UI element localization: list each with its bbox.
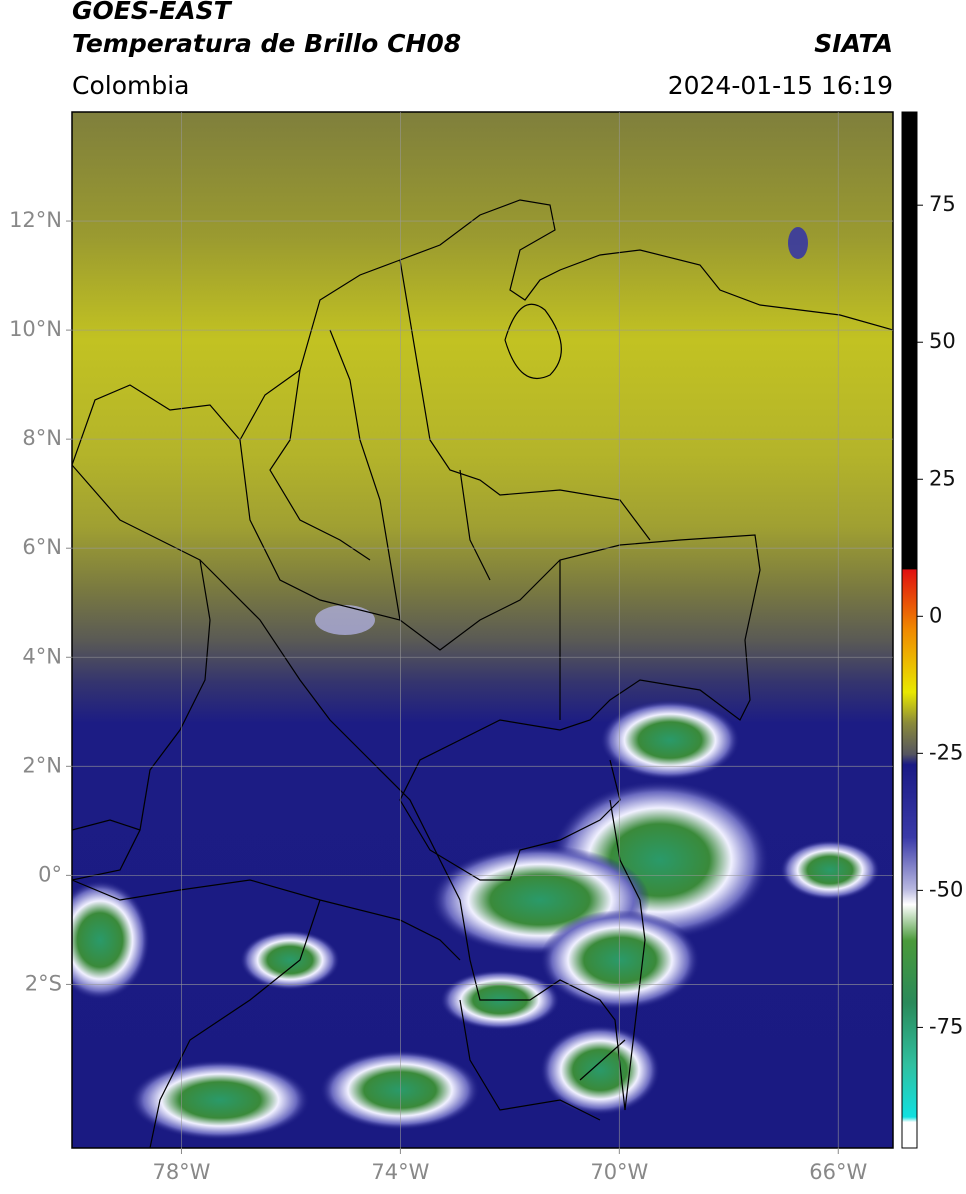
datetime: 2024-01-15 16:19 (668, 71, 893, 100)
source: SIATA (814, 29, 893, 58)
colorbar-tick-label: 25 (929, 466, 956, 490)
region: Colombia (72, 71, 189, 100)
x-tick-label: 70°W (590, 1160, 648, 1184)
colorbar-tick-label: -50 (929, 877, 963, 901)
x-tick-label: 66°W (809, 1160, 867, 1184)
x-tick-label: 78°W (152, 1160, 210, 1184)
boundaries (72, 199, 893, 1148)
colorbar-tick-label: 75 (929, 192, 956, 216)
y-tick-label: 2°N (22, 753, 62, 777)
colorbar-tick-label: 0 (929, 603, 942, 627)
colorbar-tick-label: -25 (929, 740, 963, 764)
clouds (72, 227, 880, 1140)
y-tick-label: 4°N (22, 644, 62, 668)
graticule: 78°W 74°W 70°W 66°W 12°N 10°N 8°N 6°N 4°N 2°N 0° 2°… (9, 112, 893, 1184)
y-tick-label: 6°N (22, 535, 62, 559)
colorbar-tick-label: -75 (929, 1014, 963, 1038)
imagery (72, 112, 893, 1148)
y-tick-label: 8°N (22, 426, 62, 450)
colorbar (901, 111, 918, 1149)
x-tick-label: 74°W (371, 1160, 429, 1184)
map-frame (71, 111, 894, 1149)
y-tick-label: 10°N (9, 317, 62, 341)
y-tick-label: 12°N (9, 208, 62, 232)
colorbar-ticks: 75 50 25 0 -25 -50 -75 (917, 192, 963, 1038)
subtitle: Temperatura de Brillo CH08 (72, 29, 461, 58)
colorbar-tick-label: 50 (929, 329, 956, 353)
y-tick-label: 2°S (25, 971, 62, 995)
title: GOES-EAST (72, 0, 233, 25)
y-tick-label: 0° (38, 862, 62, 886)
